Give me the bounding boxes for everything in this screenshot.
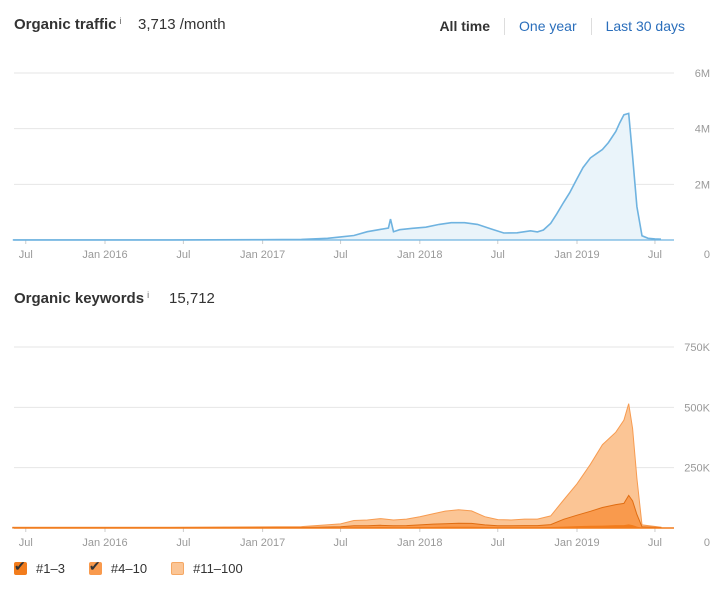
legend-label: #4–10 bbox=[110, 561, 148, 576]
y-tick-label: 0 bbox=[704, 537, 710, 549]
x-tick-label: Jul bbox=[176, 249, 190, 261]
tab-all-time[interactable]: All time bbox=[439, 18, 491, 34]
series-area-4-10 bbox=[12, 494, 662, 529]
y-tick-label: 4M bbox=[695, 124, 710, 136]
traffic-line bbox=[12, 112, 662, 241]
info-icon[interactable]: i bbox=[147, 290, 150, 300]
x-tick-label: Jan 2018 bbox=[397, 537, 442, 549]
x-tick-label: Jul bbox=[176, 537, 190, 549]
legend-label: #1–3 bbox=[36, 561, 65, 576]
organic-traffic-title: Organic traffic i bbox=[14, 16, 122, 33]
x-tick-label: Jan 2018 bbox=[397, 249, 442, 261]
organic-keywords-chart: 750K 500K 250K 0 Jul Jan 2016 Jul Jan 2017 Jul Ja… bbox=[12, 342, 711, 549]
legend-item-top100[interactable]: #11–100 bbox=[171, 561, 243, 576]
x-tick-label: Jul bbox=[334, 537, 348, 549]
info-icon[interactable]: i bbox=[119, 16, 122, 26]
x-tick-label: Jul bbox=[648, 249, 662, 261]
organic-traffic-title-text: Organic traffic bbox=[14, 16, 117, 33]
x-tick-label: Jan 2017 bbox=[240, 537, 285, 549]
x-tick-label: Jul bbox=[19, 537, 33, 549]
organic-keywords-value: 15,712 bbox=[169, 290, 215, 307]
legend-item-top3[interactable]: ✔ #1–3 bbox=[14, 558, 65, 576]
chart-legend: ✔ #1–3 ✔ #4–10 #11–100 bbox=[14, 558, 267, 576]
traffic-area bbox=[12, 113, 662, 240]
y-tick-label: 250K bbox=[684, 463, 710, 475]
x-tick-label: Jul bbox=[19, 249, 33, 261]
y-tick-label: 750K bbox=[684, 342, 710, 354]
checkmark-icon: ✔ bbox=[14, 558, 26, 574]
organic-traffic-chart: 6M 4M 2M 0 Jul Jan 2016 Jul Jan 2017 Jul Jan 2018… bbox=[12, 68, 710, 261]
x-tick-label: Jul bbox=[491, 537, 505, 549]
time-range-tabs: All time One year Last 30 days bbox=[425, 18, 699, 35]
legend-item-top10[interactable]: ✔ #4–10 bbox=[88, 558, 148, 576]
series-area-11-100 bbox=[12, 403, 662, 529]
x-tick-label: Jul bbox=[648, 537, 662, 549]
y-tick-label: 0 bbox=[704, 249, 710, 261]
x-tick-label: Jul bbox=[491, 249, 505, 261]
organic-keywords-title: Organic keywords i bbox=[14, 290, 149, 307]
x-tick-label: Jan 2016 bbox=[82, 249, 127, 261]
y-tick-label: 500K bbox=[684, 402, 710, 414]
tab-one-year[interactable]: One year bbox=[504, 18, 591, 35]
checkmark-icon: ✔ bbox=[88, 558, 101, 574]
x-tick-label: Jul bbox=[334, 249, 348, 261]
x-tick-label: Jan 2019 bbox=[554, 537, 599, 549]
checkbox-icon[interactable] bbox=[171, 562, 185, 575]
legend-label: #11–100 bbox=[193, 561, 243, 576]
x-tick-label: Jan 2016 bbox=[82, 537, 127, 549]
y-tick-label: 6M bbox=[695, 68, 710, 80]
y-tick-label: 2M bbox=[695, 179, 710, 191]
x-tick-label: Jan 2019 bbox=[554, 249, 599, 261]
organic-keywords-title-text: Organic keywords bbox=[14, 290, 145, 307]
tab-last-30-days[interactable]: Last 30 days bbox=[590, 18, 699, 35]
x-tick-label: Jan 2017 bbox=[240, 249, 285, 261]
checkbox-icon[interactable]: ✔ bbox=[14, 558, 27, 575]
organic-traffic-value: 3,713 /month bbox=[138, 16, 226, 33]
checkbox-icon[interactable]: ✔ bbox=[88, 558, 102, 575]
